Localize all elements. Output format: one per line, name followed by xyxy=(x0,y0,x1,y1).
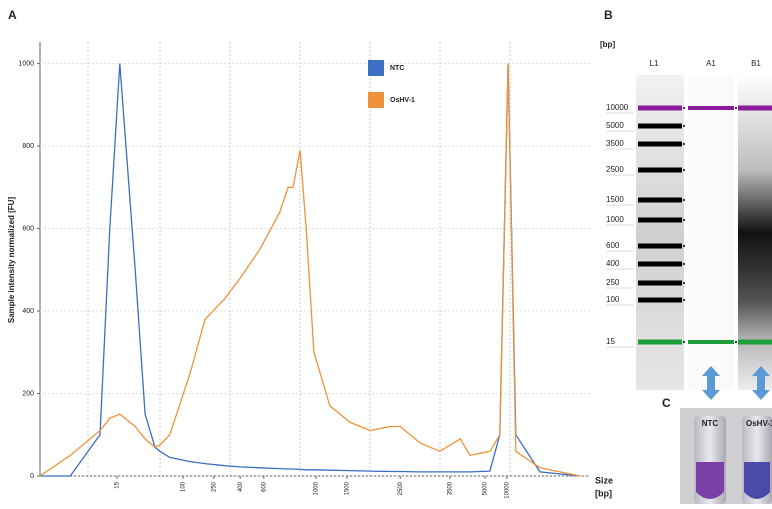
gel-unit: [bp] xyxy=(600,40,615,49)
ladder-label: 15 xyxy=(606,337,615,346)
band-dot xyxy=(683,263,685,265)
panel-label: C xyxy=(662,396,671,410)
x-tick-label: 250 xyxy=(211,481,217,492)
plot: 0 200 400 600 800 1000 15 100 250 400 600 1000 1500 2… xyxy=(18,60,590,499)
legend-swatch xyxy=(368,60,384,76)
gel-band xyxy=(638,198,682,203)
band-dot xyxy=(735,107,737,109)
tube-label: NTC xyxy=(702,419,719,428)
gel-band xyxy=(638,142,682,147)
tube-liquid xyxy=(696,462,724,499)
band-dot xyxy=(683,219,685,221)
x-axis-title: [bp] xyxy=(595,488,612,498)
arrows xyxy=(702,366,770,400)
tube-label: OsHV-1 xyxy=(746,419,772,428)
ladder-label: 10000 xyxy=(606,103,629,112)
band-dot xyxy=(683,199,685,201)
x-tick-label: 1500 xyxy=(344,481,350,495)
x-tick-label: 100 xyxy=(181,481,187,492)
gel-band xyxy=(638,281,682,286)
x-tick-label: 15 xyxy=(115,481,121,488)
gel-band xyxy=(688,340,734,344)
ladder-label: 1000 xyxy=(606,215,624,224)
ladder-label: 400 xyxy=(606,259,620,268)
gel-band xyxy=(638,106,682,111)
x-tick-label: 5000 xyxy=(483,481,489,495)
x-tick-label: 3500 xyxy=(447,481,453,495)
gel-band xyxy=(638,340,682,345)
band-dot xyxy=(683,107,685,109)
y-tick-label: 1000 xyxy=(18,60,34,67)
lane-label: L1 xyxy=(650,59,659,68)
y-axis-title: Sample intensity normalized [FU] xyxy=(7,197,16,324)
ladder-label: 5000 xyxy=(606,121,624,130)
ladder-label: 2500 xyxy=(606,165,624,174)
gel-band xyxy=(638,218,682,223)
y-tick-label: 400 xyxy=(22,308,34,315)
lane-label: A1 xyxy=(706,59,716,68)
y-tick-label: 600 xyxy=(22,225,34,232)
x-axis-title: Size xyxy=(595,475,613,485)
gel-band xyxy=(638,262,682,267)
legend-label: OsHV-1 xyxy=(390,97,415,104)
band-dot xyxy=(683,341,685,343)
legend-swatch xyxy=(368,92,384,108)
ladder-label: 600 xyxy=(606,241,620,250)
x-tick-label: 10000 xyxy=(505,481,511,498)
x-tick-label: 600 xyxy=(261,481,267,492)
gel-band xyxy=(688,106,734,110)
gel-band xyxy=(638,298,682,303)
y-tick-label: 0 xyxy=(30,473,34,480)
line xyxy=(40,64,580,476)
figure: A Sample intensity normalized [FU] Size … xyxy=(0,0,772,504)
ladder-label: 3500 xyxy=(606,139,624,148)
band-dot xyxy=(683,245,685,247)
band-dot xyxy=(683,125,685,127)
gel-band xyxy=(638,244,682,249)
band-dot xyxy=(683,282,685,284)
tube-liquid xyxy=(744,462,770,499)
x-tick-label: 1000 xyxy=(314,481,320,495)
ladder-label: 250 xyxy=(606,278,620,287)
band-dot xyxy=(683,169,685,171)
y-tick-label: 200 xyxy=(22,390,34,397)
lane-label: B1 xyxy=(751,59,761,68)
panel-label: A xyxy=(8,8,17,22)
gel-band xyxy=(638,168,682,173)
gel-band xyxy=(738,340,772,345)
y-tick-label: 800 xyxy=(22,143,34,150)
band-dot xyxy=(735,341,737,343)
vertical-grid xyxy=(88,42,510,476)
panel-label: B xyxy=(604,8,613,22)
line xyxy=(40,64,580,476)
gel-band xyxy=(638,124,682,129)
x-tick-label: 400 xyxy=(238,481,244,492)
band-dot xyxy=(683,299,685,301)
x-tick-label: 2500 xyxy=(398,481,404,495)
band-dot xyxy=(683,143,685,145)
gel-band xyxy=(738,106,772,111)
ladder-label: 1500 xyxy=(606,195,624,204)
ladder-label: 100 xyxy=(606,295,620,304)
legend-label: NTC xyxy=(390,65,404,72)
